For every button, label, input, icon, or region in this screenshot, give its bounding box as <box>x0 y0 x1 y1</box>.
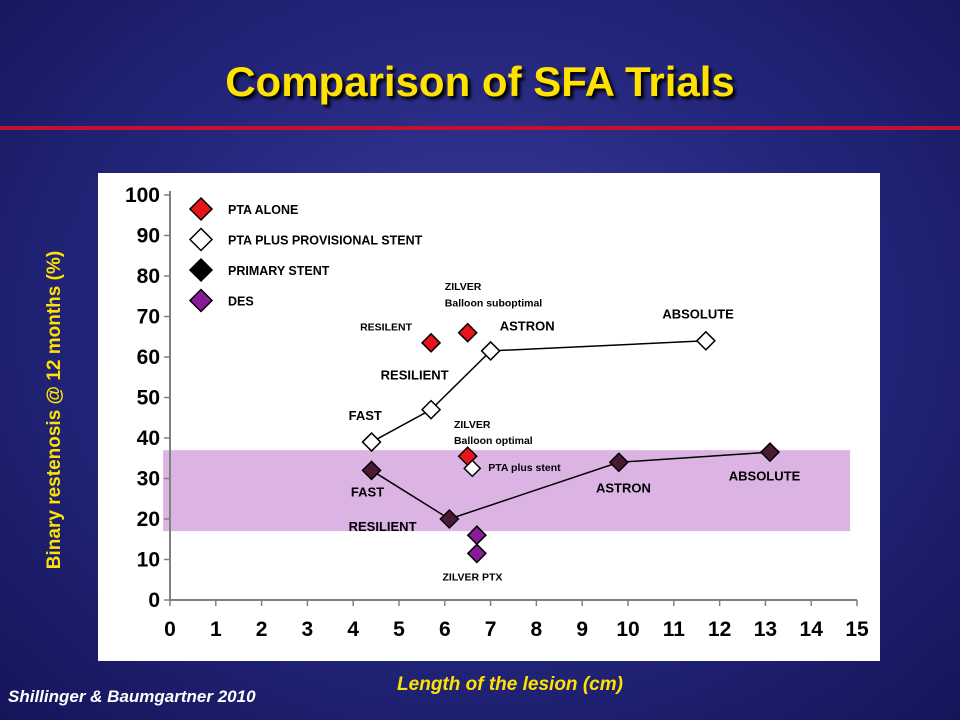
legend-label: DES <box>228 295 254 309</box>
y-tick-label: 60 <box>137 346 160 369</box>
annotation-label: RESILENT <box>360 322 413 334</box>
y-axis-title: Binary restenosis @ 12 months (%) <box>44 250 65 570</box>
y-tick-label: 70 <box>137 306 160 329</box>
x-tick-label: 3 <box>302 618 314 641</box>
annotation-label: ABSOLUTE <box>662 307 734 322</box>
data-point-primary-stent <box>439 508 460 530</box>
legend-label: PTA PLUS PROVISIONAL STENT <box>228 234 423 248</box>
annotation-label: ZILVER <box>454 419 491 431</box>
annotation-label: Balloon optimal <box>454 435 533 447</box>
annotation-label: FAST <box>349 408 382 423</box>
data-point-des <box>466 543 487 564</box>
y-tick-label: 10 <box>137 549 160 572</box>
y-tick-label: 20 <box>137 508 160 531</box>
annotation-label: RESILIENT <box>349 519 417 534</box>
annotation-label: ABSOLUTE <box>729 469 801 484</box>
annotation-label: ASTRON <box>500 319 555 334</box>
data-point-pta-alone <box>457 322 478 343</box>
x-tick-label: 0 <box>164 618 176 641</box>
x-tick-label: 13 <box>754 618 777 641</box>
x-tick-label: 2 <box>256 618 268 641</box>
y-tick-label: 30 <box>137 468 160 491</box>
data-point-pta-plus-provisional-stent <box>463 459 482 478</box>
x-tick-label: 11 <box>663 618 686 641</box>
data-point-primary-stent <box>608 452 629 473</box>
annotation-label: ZILVER PTX <box>443 572 503 584</box>
y-tick-label: 100 <box>125 184 160 207</box>
chart-area: 0 10 20 30 40 50 60 70 80 90 100 0 1 2 3 4 5 6 7 8 9 10 11 12 13… <box>98 173 880 661</box>
data-point-pta-plus-provisional-stent <box>420 399 442 420</box>
x-tick-label: 12 <box>708 618 731 641</box>
series-line <box>371 340 706 443</box>
annotation-label: Balloon suboptimal <box>445 297 543 309</box>
x-tick-label: 4 <box>347 618 359 641</box>
x-tick-label: 6 <box>439 618 451 641</box>
legend-label: PRIMARY STENT <box>228 264 330 278</box>
series-line <box>371 451 771 520</box>
data-point-pta-plus-provisional-stent <box>695 330 716 351</box>
x-tick-label: 9 <box>576 618 588 641</box>
slide-title: Comparison of SFA Trials <box>225 58 735 105</box>
annotation-label: FAST <box>351 485 384 500</box>
legend-marker <box>188 257 214 283</box>
legend-marker <box>188 288 214 313</box>
annotation-label: ASTRON <box>596 481 651 496</box>
data-point-primary-stent <box>361 460 382 481</box>
highlight-band <box>163 450 851 532</box>
legend-marker <box>188 196 214 222</box>
y-tick-label: 0 <box>148 589 160 612</box>
x-tick-label: 8 <box>531 618 543 641</box>
y-tick-label: 40 <box>137 427 160 450</box>
data-point-primary-stent <box>759 442 781 463</box>
legend-label: PTA ALONE <box>228 203 298 217</box>
y-tick-label: 50 <box>137 387 160 410</box>
data-point-pta-plus-provisional-stent <box>480 340 501 361</box>
x-tick-label: 15 <box>845 618 869 641</box>
x-tick-label: 14 <box>800 618 824 641</box>
annotation-label: ZILVER <box>445 281 482 293</box>
citation: Shillinger & Baumgartner 2010 <box>8 687 256 706</box>
annotation-label: PTA plus stent <box>488 462 561 474</box>
x-tick-label: 5 <box>393 618 405 641</box>
y-tick-label: 90 <box>137 225 160 248</box>
x-tick-label: 7 <box>485 618 497 641</box>
title-underline <box>0 126 960 130</box>
data-point-pta-plus-provisional-stent <box>361 431 382 453</box>
x-tick-label: 10 <box>616 618 639 641</box>
legend-marker <box>188 227 214 252</box>
annotation-label: RESILIENT <box>381 367 449 382</box>
y-tick-label: 80 <box>137 265 160 288</box>
data-point-pta-alone <box>420 332 442 353</box>
x-tick-label: 1 <box>210 618 222 641</box>
x-axis-title: Length of the lesion (cm) <box>397 674 623 695</box>
